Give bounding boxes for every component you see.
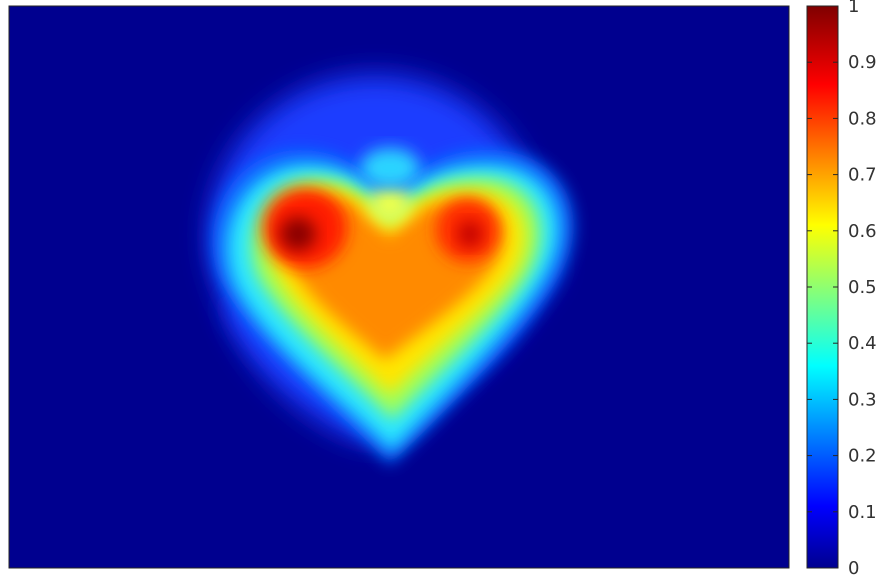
colorbar-tick-label: 0.4	[848, 333, 877, 354]
plot-frame	[8, 5, 790, 569]
colorbar-tick-label: 0.9	[848, 52, 877, 73]
colorbar-tick-label: 1	[848, 0, 859, 17]
colorbar-gradient	[807, 6, 838, 568]
colorbar-ticks: 0 0.1 0.2 0.3 0.4 0.5 0.6 0.7 0.8 0.9 1	[807, 0, 877, 575]
heat-right-lobe-core	[458, 221, 482, 247]
heat-left-lobe-core	[280, 217, 316, 251]
colorbar-tick-label: 0.2	[848, 446, 877, 467]
heat-top-notch-cyan	[360, 148, 420, 188]
colorbar-tick-label: 0.8	[848, 108, 877, 129]
plot-area	[9, 6, 789, 568]
colorbar-tick-label: 0.5	[848, 277, 877, 298]
colorbar: 0 0.1 0.2 0.3 0.4 0.5 0.6 0.7 0.8 0.9 1	[806, 0, 877, 575]
colorbar-tick-label: 0.7	[848, 165, 877, 186]
colorbar-tick-label: 0.1	[848, 502, 877, 523]
colorbar-tick-label: 0.3	[848, 389, 877, 410]
heat-top-notch	[368, 185, 412, 225]
colorbar-tick-label: 0.6	[848, 221, 877, 242]
colorbar-tick-label: 0	[848, 558, 859, 575]
